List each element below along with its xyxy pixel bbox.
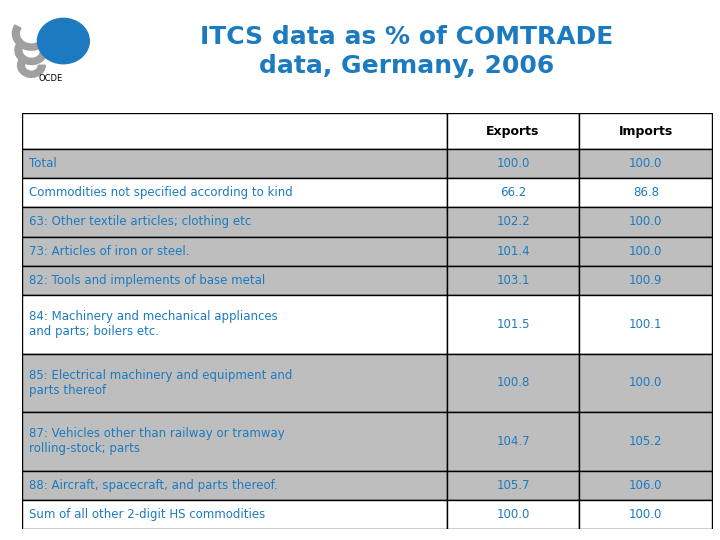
Wedge shape	[15, 43, 48, 64]
Bar	[580, 266, 712, 295]
Bar	[580, 412, 712, 471]
Bar	[22, 412, 446, 471]
Text: 100.0: 100.0	[496, 157, 530, 170]
Text: Exports: Exports	[486, 125, 540, 138]
Bar	[22, 295, 446, 354]
Text: 100.8: 100.8	[496, 376, 530, 389]
Bar	[22, 207, 446, 237]
Bar	[22, 148, 446, 178]
Text: 100.0: 100.0	[629, 245, 662, 258]
Bar	[446, 113, 580, 148]
Bar	[22, 266, 446, 295]
Bar	[580, 148, 712, 178]
Bar	[446, 500, 580, 529]
Bar	[446, 237, 580, 266]
Text: 66.2: 66.2	[500, 186, 526, 199]
Bar	[580, 113, 712, 148]
Text: 100.0: 100.0	[629, 215, 662, 228]
Bar	[580, 354, 712, 412]
Bar	[580, 500, 712, 529]
Text: Total: Total	[29, 157, 56, 170]
Text: 100.1: 100.1	[629, 318, 662, 331]
Text: Imports: Imports	[618, 125, 673, 138]
Text: 100.9: 100.9	[629, 274, 662, 287]
Bar	[22, 471, 446, 500]
Text: 105.2: 105.2	[629, 435, 662, 448]
Wedge shape	[17, 59, 45, 77]
Circle shape	[37, 18, 89, 64]
Text: 100.0: 100.0	[629, 508, 662, 521]
Bar	[580, 295, 712, 354]
Text: 100.0: 100.0	[629, 376, 662, 389]
Text: 101.4: 101.4	[496, 245, 530, 258]
Text: 100.0: 100.0	[496, 508, 530, 521]
Bar	[580, 178, 712, 207]
Bar	[446, 178, 580, 207]
Text: 103.1: 103.1	[496, 274, 530, 287]
Bar	[446, 354, 580, 412]
Text: 102.2: 102.2	[496, 215, 530, 228]
Bar	[580, 471, 712, 500]
Text: 85: Electrical machinery and equipment and
parts thereof: 85: Electrical machinery and equipment a…	[29, 369, 292, 397]
Text: 88: Aircraft, spacecraft, and parts thereof.: 88: Aircraft, spacecraft, and parts ther…	[29, 479, 277, 492]
Bar	[446, 471, 580, 500]
Bar	[446, 295, 580, 354]
Bar	[22, 237, 446, 266]
Text: 105.7: 105.7	[496, 479, 530, 492]
Text: 104.7: 104.7	[496, 435, 530, 448]
Bar	[22, 354, 446, 412]
Bar	[22, 178, 446, 207]
Bar	[22, 113, 446, 148]
Text: 82: Tools and implements of base metal: 82: Tools and implements of base metal	[29, 274, 265, 287]
Bar	[580, 207, 712, 237]
Text: 87: Vehicles other than railway or tramway
rolling-stock; parts: 87: Vehicles other than railway or tramw…	[29, 427, 284, 455]
Text: 63: Other textile articles; clothing etc: 63: Other textile articles; clothing etc	[29, 215, 251, 228]
Bar	[446, 148, 580, 178]
Bar	[446, 266, 580, 295]
Bar	[22, 500, 446, 529]
Text: Sum of all other 2-digit HS commodities: Sum of all other 2-digit HS commodities	[29, 508, 265, 521]
Text: 106.0: 106.0	[629, 479, 662, 492]
Text: OCDE: OCDE	[38, 73, 63, 83]
Bar	[446, 412, 580, 471]
Text: ITCS data as % of COMTRADE
data, Germany, 2006: ITCS data as % of COMTRADE data, Germany…	[200, 25, 613, 78]
Text: Commodities not specified according to kind: Commodities not specified according to k…	[29, 186, 292, 199]
Text: 73: Articles of iron or steel.: 73: Articles of iron or steel.	[29, 245, 189, 258]
Text: 101.5: 101.5	[496, 318, 530, 331]
Bar	[446, 207, 580, 237]
Text: 100.0: 100.0	[629, 157, 662, 170]
Wedge shape	[12, 25, 50, 50]
Bar	[580, 237, 712, 266]
Text: 84: Machinery and mechanical appliances
and parts; boilers etc.: 84: Machinery and mechanical appliances …	[29, 310, 277, 339]
Text: 86.8: 86.8	[633, 186, 659, 199]
